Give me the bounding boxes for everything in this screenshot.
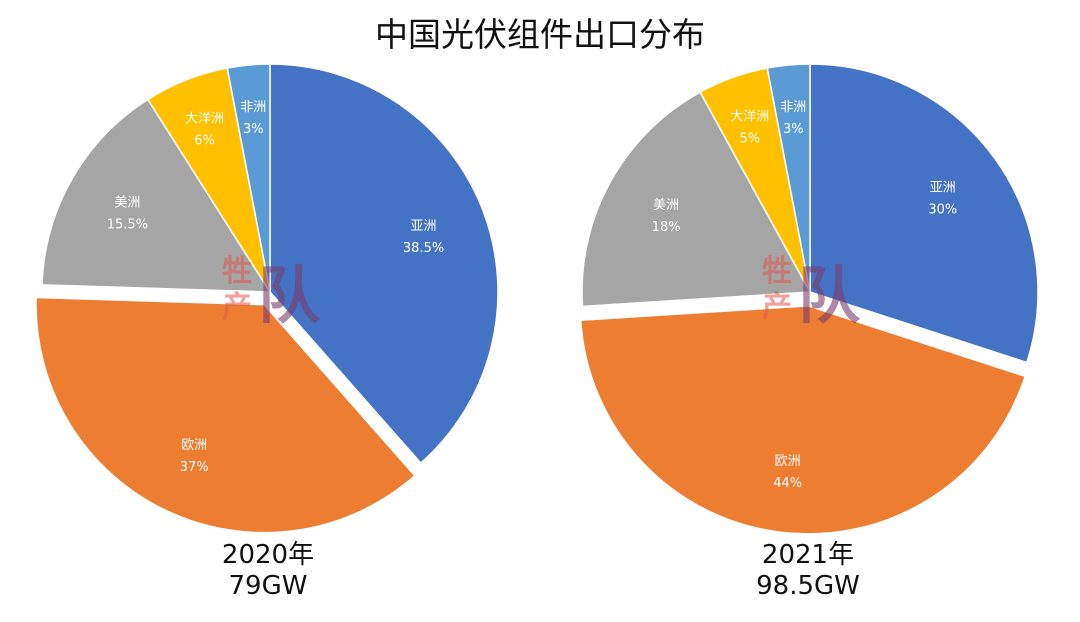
chart-title: 中国光伏组件出口分布 [375,15,705,54]
slice-name-label: 非洲 [780,100,806,115]
slice-name-label: 大洋洲 [730,110,769,125]
slice-name-label: 美洲 [653,198,679,213]
slice-value-label: 37% [180,460,209,475]
caption-year: 2021年 [761,540,855,570]
caption-year: 2020年 [221,540,315,570]
pie-slice [35,296,416,534]
pie-0: 亚洲 38.5% 欧洲 37% 美洲 15.5% 大洋洲 6% 非洲 3% [35,63,499,534]
pie-slice [766,63,811,293]
pie-slice [226,63,271,293]
watermark-char: 牲 [762,254,792,289]
pie-slice [579,305,1027,535]
slice-value-label: 3% [243,122,264,137]
slice-value-label: 38.5% [403,241,444,256]
slice-value-label: 5% [739,132,760,147]
slice-value-label: 30% [928,203,957,218]
slice-value-label: 18% [652,220,681,235]
caption-total: 98.5GW [756,571,860,601]
pie-slice [809,63,1039,364]
watermark-char: 队 [798,259,861,332]
watermark-char: 产 [762,290,792,325]
slice-name-label: 亚洲 [930,181,956,196]
slice-value-label: 15.5% [107,218,148,233]
slice-value-label: 3% [783,122,804,137]
slice-name-label: 亚洲 [411,219,437,234]
pie-slice [581,91,812,308]
pie-slice [41,98,272,293]
watermark-char: 队 [258,259,321,332]
slice-value-label: 6% [194,134,215,149]
watermark-char: 产 [222,290,252,325]
slice-name-label: 大洋洲 [185,112,224,127]
slice-name-label: 欧洲 [181,438,207,453]
slice-name-label: 美洲 [114,196,140,211]
pie-1: 亚洲 30% 欧洲 44% 美洲 18% 大洋洲 5% 非洲 3% [579,63,1039,535]
pie-caption-2021: 2021年 98.5GW [658,540,958,602]
slice-value-label: 44% [773,476,802,491]
pie-caption-2020: 2020年 79GW [118,540,418,602]
pie-slice [269,63,499,465]
slice-name-label: 非洲 [240,100,266,115]
caption-total: 79GW [228,571,308,601]
watermark-char: 牲 [222,254,252,289]
slice-name-label: 欧洲 [775,454,801,469]
